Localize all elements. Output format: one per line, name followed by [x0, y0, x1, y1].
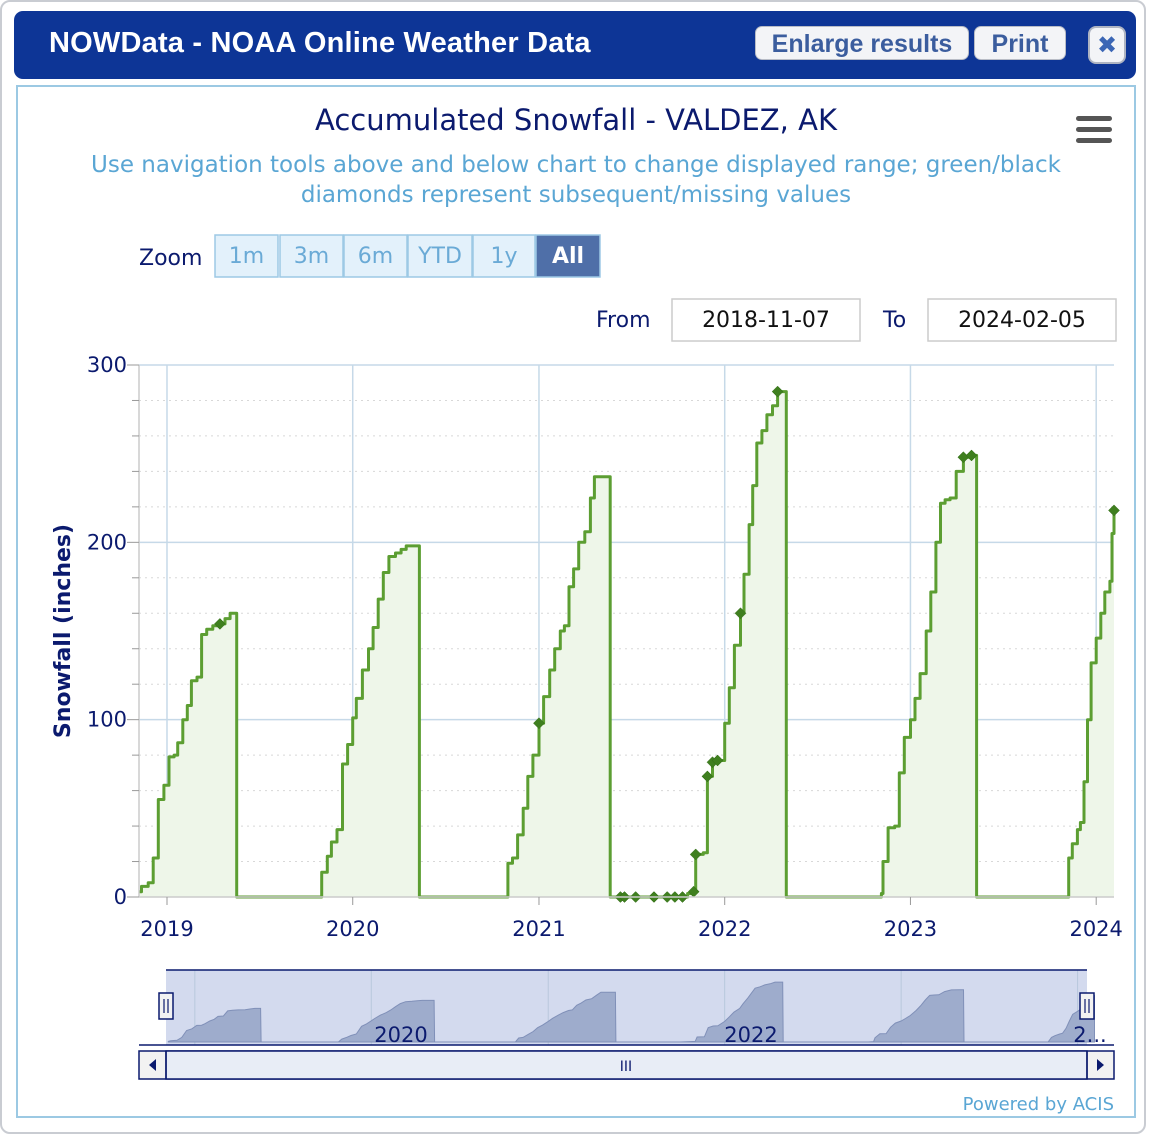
navigator-labels: 2020 2022 2...: [374, 1023, 1106, 1047]
zoom-button-all[interactable]: [535, 234, 601, 278]
series-marker[interactable]: [533, 717, 545, 730]
zoom-button-1m[interactable]: [214, 234, 279, 278]
scroll-right-arrow-icon[interactable]: [1097, 1059, 1104, 1071]
snowfall-series-line[interactable]: [139, 390, 1116, 899]
navigator-left-handle[interactable]: [158, 992, 174, 1020]
chart-subtitle-line-2: diamonds represent subsequent/missing va…: [301, 182, 851, 208]
zoom-buttons: 1m 3m 6m YTD 1y All: [214, 234, 601, 278]
series-marker[interactable]: [689, 848, 702, 861]
navigator-right-handle[interactable]: [1079, 992, 1095, 1020]
series-marker[interactable]: [701, 770, 714, 783]
y-tick-label: 100: [87, 708, 127, 732]
zoom-button-label: 6m: [358, 244, 393, 269]
zoom-button-label: All: [552, 244, 584, 269]
zoom-button-6m[interactable]: [343, 234, 408, 278]
series-marker[interactable]: [965, 449, 978, 462]
series-marker[interactable]: [711, 754, 724, 767]
close-icon[interactable]: ✖: [1088, 26, 1126, 64]
x-tick-label: 2022: [698, 917, 751, 941]
credits-link[interactable]: Powered by ACIS: [963, 1094, 1114, 1115]
navigator-label: 2020: [374, 1023, 427, 1047]
from-date-input[interactable]: [671, 298, 861, 342]
navigator-handles[interactable]: [158, 992, 1095, 1020]
series-marker[interactable]: [771, 385, 784, 398]
zoom-button-label: YTD: [417, 244, 462, 269]
from-label: From: [596, 308, 651, 333]
x-tick-label: 2024: [1069, 917, 1122, 941]
to-date-input[interactable]: [927, 298, 1117, 342]
to-label: To: [882, 308, 906, 333]
zoom-button-3m[interactable]: [279, 234, 344, 278]
axes: 0 100 200 300 2019 2020 2021 2022 2023 2024: [87, 353, 1123, 941]
zoom-button-label: 1y: [490, 244, 517, 269]
y-tick-label: 0: [114, 885, 127, 909]
chart-svg: Accumulated Snowfall - VALDEZ, AK Use na…: [51, 103, 1123, 1115]
zoom-button-label: 1m: [229, 244, 264, 269]
zoom-button-label: 3m: [294, 244, 329, 269]
navigator-label: 2...: [1073, 1023, 1106, 1047]
print-button[interactable]: Print: [974, 26, 1066, 60]
dialog-title: NOWData - NOAA Online Weather Data: [49, 27, 591, 59]
scrollbar-grip-icon: III: [620, 1059, 632, 1075]
y-axis-title: Snowfall (inches): [51, 524, 76, 738]
to-date-value: 2024-02-05: [958, 308, 1086, 333]
chart-title: Accumulated Snowfall - VALDEZ, AK: [315, 103, 838, 137]
navigator-series: [167, 981, 1095, 1043]
series-marker[interactable]: [734, 607, 747, 620]
navigator-scrollbar[interactable]: III: [138, 1050, 1115, 1080]
range-navigator[interactable]: 2020 2022 2... III: [138, 969, 1115, 1080]
from-date-value: 2018-11-07: [702, 308, 830, 333]
zoom-label: Zoom: [139, 246, 202, 271]
x-tick-label: 2021: [512, 917, 565, 941]
hamburger-menu-icon[interactable]: [1076, 116, 1112, 143]
chart-panel: Accumulated Snowfall - VALDEZ, AK Use na…: [16, 85, 1136, 1118]
chart-subtitle-line-1: Use navigation tools above and below cha…: [91, 152, 1062, 178]
zoom-button-ytd[interactable]: [407, 234, 473, 278]
series-marker[interactable]: [214, 618, 226, 630]
y-tick-label: 200: [87, 530, 127, 554]
x-tick-label: 2020: [326, 917, 379, 941]
x-tick-label: 2019: [140, 917, 193, 941]
navigator-label: 2022: [724, 1023, 777, 1047]
zoom-button-1y[interactable]: [472, 234, 536, 278]
series-marker[interactable]: [1108, 504, 1120, 517]
x-tick-label: 2023: [884, 917, 937, 941]
enlarge-results-button[interactable]: Enlarge results: [755, 26, 969, 60]
title-bar[interactable]: NOWData - NOAA Online Weather Data Enlar…: [14, 11, 1136, 79]
scrollbar-thumb[interactable]: [165, 1050, 1088, 1080]
snowfall-area: [139, 391, 1114, 897]
scroll-left-arrow-icon[interactable]: [149, 1059, 156, 1071]
y-tick-label: 300: [87, 353, 127, 377]
